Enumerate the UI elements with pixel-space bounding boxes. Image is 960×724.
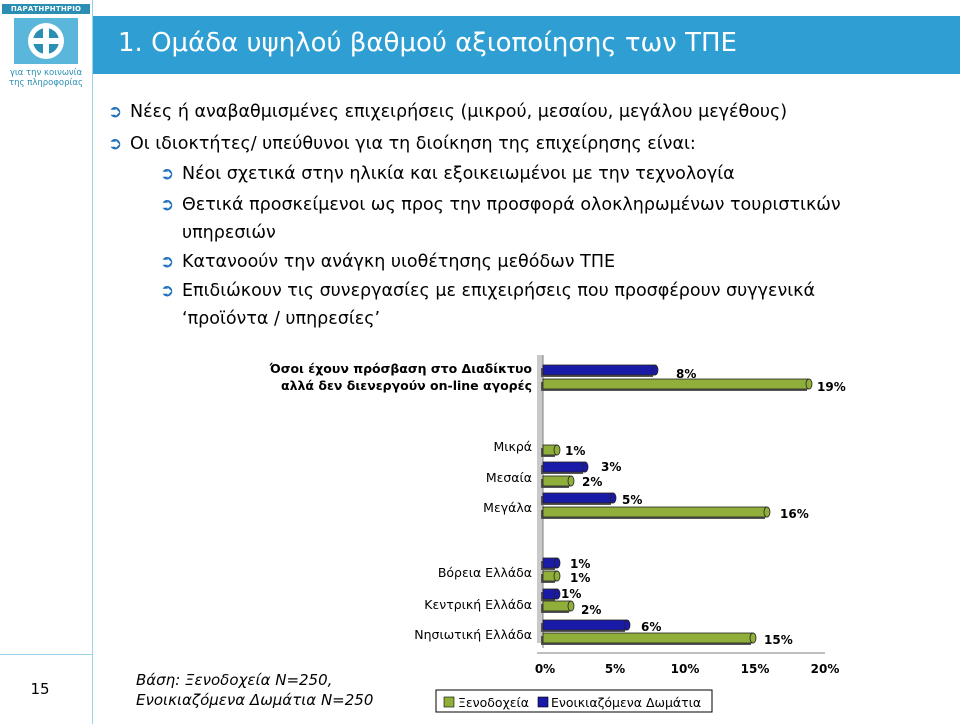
bar-rooms-shadow [541, 592, 555, 601]
bar-hotels-shadow [541, 382, 807, 391]
sub-bullet-item: ➲ Κατανοούν την ανάγκη υιοθέτησης μεθόδων… [160, 252, 616, 272]
data-label-hotels: 1% [565, 444, 585, 458]
data-label-rooms: 8% [676, 367, 696, 381]
bar-rooms-cap [623, 619, 631, 631]
bar-hotels [542, 444, 558, 456]
bar-hotels-cap [553, 570, 561, 582]
legend-box [435, 689, 713, 713]
data-label-hotels: 2% [581, 603, 601, 617]
footnote-line-1: Βάση: Ξενοδοχεία Ν=250, [136, 671, 333, 689]
bar-hotels-cap [763, 506, 771, 518]
footnote-line-2: Ενοικιαζόμενα Δωμάτια Ν=250 [136, 691, 374, 709]
data-label-rooms: 5% [622, 493, 642, 507]
data-label-hotels: 2% [582, 475, 602, 489]
bar-rooms-cap [553, 557, 561, 569]
legend-swatch-rooms [537, 696, 549, 708]
category-label: Όσοι έχουν πρόσβαση στο Διαδίκτυο [269, 361, 533, 376]
bar-rooms-cap [553, 588, 561, 600]
bar-hotels [542, 632, 754, 644]
bar-rooms [542, 492, 614, 504]
x-tick-label: 0% [535, 662, 555, 676]
data-label-rooms: 1% [561, 587, 581, 601]
bar-hotels-shadow [541, 604, 569, 613]
bar-hotels-cap [567, 600, 575, 612]
logo-emblem-icon [14, 18, 78, 64]
sub-bullet-continuation: υπηρεσιών [182, 223, 276, 243]
slide-title: 1. Ομάδα υψηλού βαθμού αξιοποίησης των Τ… [118, 28, 737, 58]
category-label: Μικρά [493, 439, 532, 454]
logo-top-text: ΠΑΡΑΤΗΡΗΤΗΡΙΟ [2, 4, 90, 14]
data-label-rooms: 3% [601, 460, 621, 474]
x-tick-label: 10% [671, 662, 700, 676]
category-label: Κεντρική Ελλάδα [424, 597, 532, 612]
sub-bullet-item: ➲ Επιδιώκουν τις συνεργασίες με επιχειρήσ… [160, 281, 815, 301]
slide-header: ΠΑΡΑΤΗΡΗΤΗΡΙΟ για την κοινωνία της πληρο… [0, 0, 960, 93]
bottom-divider [0, 654, 92, 655]
axis-wall [537, 355, 543, 643]
bar-rooms-cap [651, 364, 659, 376]
bar-hotels-shadow [541, 510, 765, 519]
logo-line-2: της πληροφορίας [9, 78, 83, 88]
legend-label-hotels: Ξενοδοχεία [458, 695, 529, 710]
bar-hotels-shadow [541, 479, 569, 488]
logo-line-1: για την κοινωνία [9, 68, 83, 78]
sub-bullet-item: ➲ Θετικά προσκείμενοι ως προς την προσφορ… [160, 195, 841, 215]
bar-hotels-cap [749, 632, 757, 644]
arrow-bullet-icon: ➲ [108, 102, 123, 122]
data-label-hotels: 19% [817, 380, 846, 394]
bar-hotels [542, 506, 768, 518]
category-label: Νησιωτική Ελλάδα [414, 627, 532, 642]
category-label: Βόρεια Ελλάδα [438, 565, 532, 580]
data-label-hotels: 16% [780, 507, 809, 521]
bar-rooms [542, 588, 558, 600]
left-divider [92, 0, 93, 724]
data-label-rooms: 6% [641, 620, 661, 634]
arrow-bullet-icon: ➲ [108, 134, 123, 154]
bar-rooms-shadow [541, 465, 583, 474]
arrow-bullet-icon: ➲ [160, 252, 175, 272]
data-label-hotels: 15% [764, 633, 793, 647]
title-bar [92, 16, 960, 74]
category-label: Μεσαία [486, 470, 532, 485]
data-label-rooms: 1% [570, 571, 590, 585]
bar-rooms [542, 619, 628, 631]
bar-rooms [542, 557, 558, 569]
bullet-item: ➲ Οι ιδιοκτήτες/ υπεύθυνοι για τη διοίκησ… [108, 134, 696, 154]
legend-label-rooms: Ενοικιαζόμενα Δωμάτια [551, 695, 701, 710]
bar-hotels-shadow [541, 574, 555, 583]
x-tick-label: 15% [741, 662, 770, 676]
bar-hotels-shadow [541, 448, 555, 457]
bar-hotels-cap [553, 444, 561, 456]
bar-rooms-cap [581, 461, 589, 473]
category-label: Μεγάλα [483, 500, 532, 515]
bar-hotels-shadow [541, 636, 751, 645]
bar-hotels [542, 570, 558, 582]
bar-rooms [542, 461, 586, 473]
category-label: αλλά δεν διενεργούν on-line αγορές [281, 378, 532, 393]
sub-bullet-continuation: ‘προϊόντα / υπηρεσίες’ [182, 309, 381, 329]
bullet-item: ➲ Νέες ή αναβαθμισμένες επιχειρήσεις (μικ… [108, 102, 788, 122]
bar-rooms-shadow [541, 368, 653, 377]
footnote: Βάση: Ξενοδοχεία Ν=250, Ενοικιαζόμενα Δω… [136, 670, 373, 710]
bar-rooms [542, 364, 656, 376]
arrow-bullet-icon: ➲ [160, 195, 175, 215]
legend-swatch-hotels [443, 696, 455, 708]
bar-hotels-cap [805, 378, 813, 390]
arrow-bullet-icon: ➲ [160, 164, 175, 184]
sub-bullet-item: ➲ Νέοι σχετικά στην ηλικία και εξοικειωμέ… [160, 164, 735, 184]
x-tick-label: 20% [811, 662, 840, 676]
observatory-logo: ΠΑΡΑΤΗΡΗΤΗΡΙΟ για την κοινωνία της πληρο… [0, 0, 92, 93]
bar-hotels [542, 600, 572, 612]
bar-hotels [542, 475, 572, 487]
bar-hotels [542, 378, 810, 390]
bar-rooms-shadow [541, 496, 611, 505]
bar-rooms-shadow [541, 561, 555, 570]
bar-rooms-shadow [541, 623, 625, 632]
data-label-hotels: 1% [570, 557, 590, 571]
bar-hotels-cap [567, 475, 575, 487]
arrow-bullet-icon: ➲ [160, 281, 175, 301]
x-tick-label: 5% [605, 662, 625, 676]
page-number: 15 [30, 680, 50, 698]
bar-rooms-cap [609, 492, 617, 504]
